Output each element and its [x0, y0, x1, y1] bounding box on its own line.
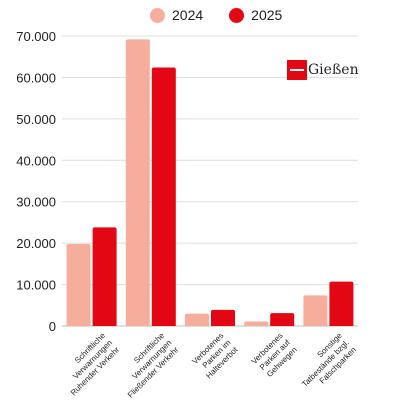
- legend-item-2025: 2025: [229, 7, 282, 23]
- city-logo: Gießen: [287, 60, 359, 80]
- bar-2024-1: [125, 39, 150, 327]
- legend-label-2025: 2025: [251, 7, 283, 23]
- y-tick-label: 30.000: [16, 195, 56, 210]
- legend-swatch-2024: [150, 7, 165, 23]
- y-tick-label: 40.000: [16, 153, 56, 168]
- y-tick-label: 50.000: [16, 112, 56, 127]
- y-tick-label: 20.000: [16, 236, 56, 251]
- x-category-label: VerbotenesParken aufGehwegen: [250, 331, 300, 381]
- bar-2025-2: [211, 309, 235, 326]
- bar-2024-4: [303, 295, 328, 326]
- logo-text: Gießen: [308, 62, 359, 78]
- bar-2024-0: [66, 243, 91, 326]
- bar-2025-3: [270, 313, 295, 326]
- bar-2025-0: [92, 227, 117, 326]
- legend: 2024 2025: [150, 7, 282, 23]
- x-category-label: SchriftlicheVerwarnungenFließender Verke…: [112, 331, 181, 400]
- bar-2024-3: [244, 321, 269, 326]
- y-tick-label: 70.000: [16, 29, 56, 44]
- x-category-label: SonstigeTatbestände bzgl.Falschparken: [293, 331, 358, 396]
- legend-label-2024: 2024: [172, 7, 204, 23]
- x-category-label: SchriftlicheVerwarnungenRuhender Verkehr: [55, 331, 122, 398]
- legend-swatch-2025: [229, 7, 245, 23]
- y-tick-label: 0: [49, 319, 56, 334]
- legend-item-2024: 2024: [150, 7, 203, 23]
- bar-2025-4: [329, 281, 354, 326]
- bar-2024-2: [185, 313, 209, 326]
- y-tick-label: 10.000: [16, 278, 56, 293]
- bar-2025-1: [151, 67, 176, 326]
- giessen-logo-icon: [287, 60, 307, 80]
- y-tick-label: 60.000: [16, 70, 56, 85]
- x-category-label: VerbotenesParken imHalteverbot: [190, 331, 240, 381]
